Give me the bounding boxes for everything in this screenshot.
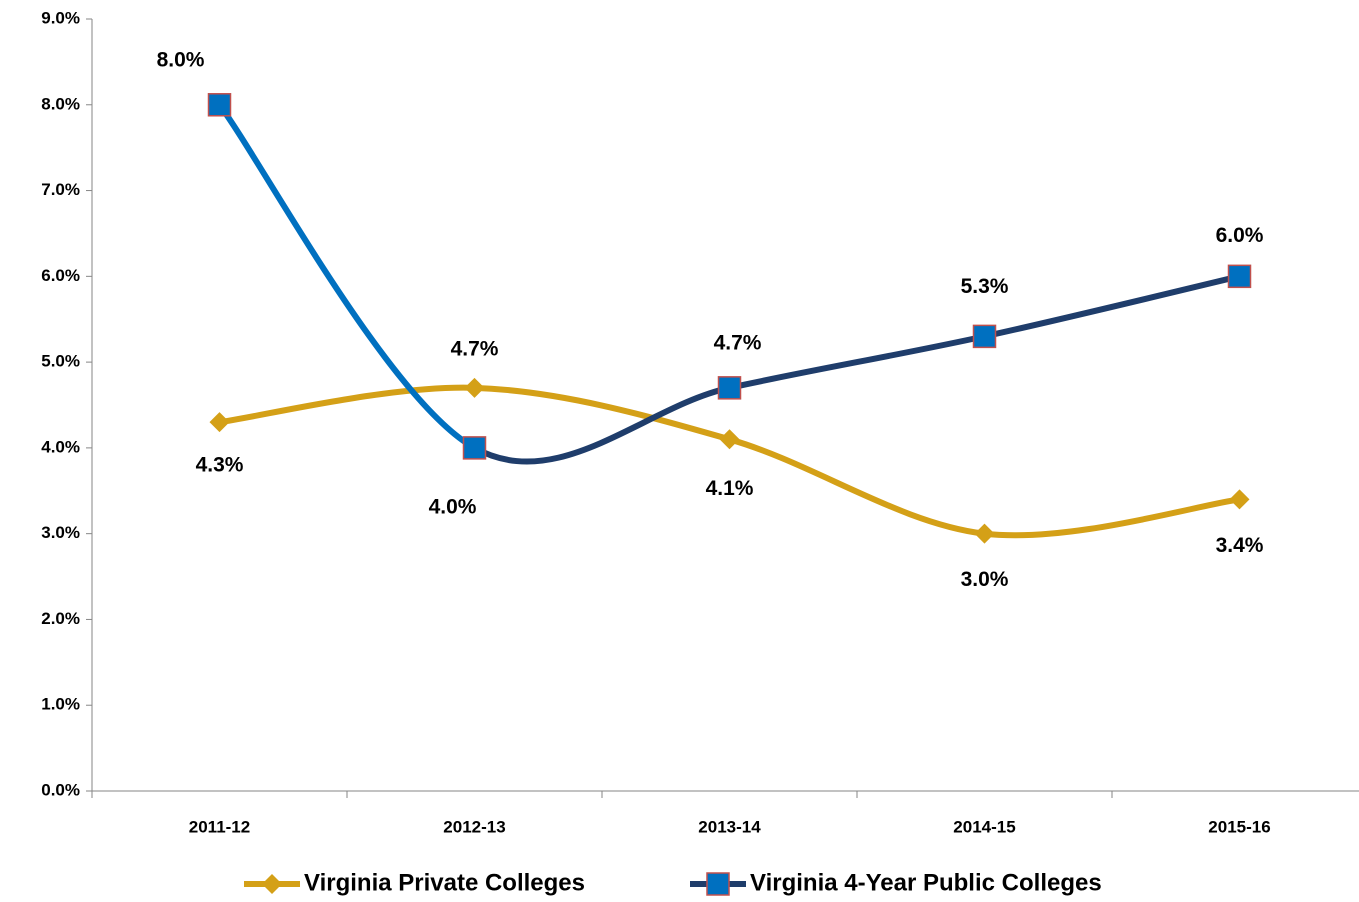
x-tick-label: 2015-16	[1208, 817, 1270, 836]
marker	[1227, 264, 1252, 289]
y-tick-label: 5.0%	[41, 352, 80, 371]
y-tick-label: 2.0%	[41, 609, 80, 628]
data-label: 3.4%	[1216, 534, 1264, 557]
y-tick-label: 9.0%	[41, 8, 80, 27]
data-label: 4.3%	[196, 454, 244, 477]
marker	[974, 523, 995, 544]
series-line	[981, 496, 1243, 539]
marker	[717, 376, 742, 400]
y-tick-label: 3.0%	[41, 523, 80, 542]
data-label: 4.1%	[706, 477, 754, 500]
legend-label: Virginia 4-Year Public Colleges	[750, 869, 1102, 896]
series-line	[216, 101, 478, 451]
y-tick-label: 0.0%	[41, 780, 80, 799]
data-label: 3.0%	[961, 568, 1009, 591]
legend-marker	[706, 872, 730, 896]
marker	[209, 412, 230, 433]
x-tick-label: 2014-15	[953, 817, 1015, 836]
series-line	[216, 384, 478, 426]
data-label: 4.7%	[451, 337, 499, 360]
marker	[719, 429, 740, 450]
y-tick-label: 8.0%	[41, 94, 80, 113]
x-tick-label: 2011-12	[189, 817, 250, 836]
marker	[972, 324, 997, 349]
data-label: 4.7%	[714, 331, 762, 354]
y-tick-label: 6.0%	[41, 266, 80, 285]
series-line	[471, 384, 733, 443]
series-line	[726, 333, 988, 391]
marker	[464, 377, 485, 398]
series-line	[471, 384, 733, 465]
marker	[462, 436, 487, 460]
y-tick-label: 7.0%	[41, 180, 80, 199]
data-label: 5.3%	[961, 275, 1009, 298]
y-tick-label: 4.0%	[41, 437, 80, 456]
series-line	[726, 436, 988, 537]
marker	[207, 93, 232, 117]
y-tick-label: 1.0%	[41, 695, 80, 714]
data-label: 6.0%	[1216, 224, 1264, 247]
data-label: 8.0%	[157, 48, 205, 71]
legend-label: Virginia Private Colleges	[304, 869, 585, 896]
marker	[1229, 489, 1250, 510]
x-tick-label: 2013-14	[698, 817, 761, 836]
series-line	[981, 273, 1243, 340]
data-label: 4.0%	[429, 495, 477, 518]
x-tick-label: 2012-13	[443, 817, 505, 836]
legend-marker	[262, 874, 282, 894]
